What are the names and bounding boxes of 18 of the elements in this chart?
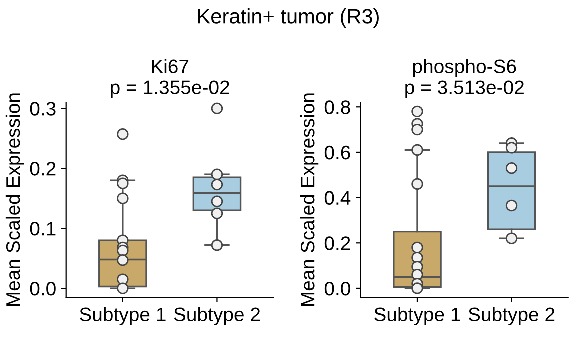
x-tick-label: Subtype 1 [80, 307, 166, 326]
text: Keratin+ tumor (R3) [198, 8, 379, 28]
x-tick-label: Subtype 1 [374, 307, 460, 326]
y-tick-label: 0.4 [324, 191, 351, 206]
y-axis-title: Mean Scaled Expression [300, 94, 319, 306]
y-tick-label: 0.2 [324, 236, 350, 250]
y-tick-label: 0.6 [324, 146, 350, 160]
y-tick-label: 0.8 [324, 100, 350, 114]
y-tick-label: 0.0 [324, 282, 350, 296]
y-axis-title: Mean Scaled Expression [6, 94, 24, 306]
chart-title: Ki67 p = 1.355e-02 [111, 59, 230, 98]
chart-title: phospho-S6 p = 3.513e-02 [406, 59, 524, 98]
y-tick-label: 0.3 [30, 102, 56, 116]
y-tick-label: 0.0 [30, 282, 56, 296]
x-tick-label: Subtype 2 [468, 307, 555, 326]
y-tick-label: 0.1 [30, 222, 56, 236]
x-tick-label: Subtype 2 [174, 307, 260, 326]
y-tick-label: 0.2 [30, 162, 56, 176]
